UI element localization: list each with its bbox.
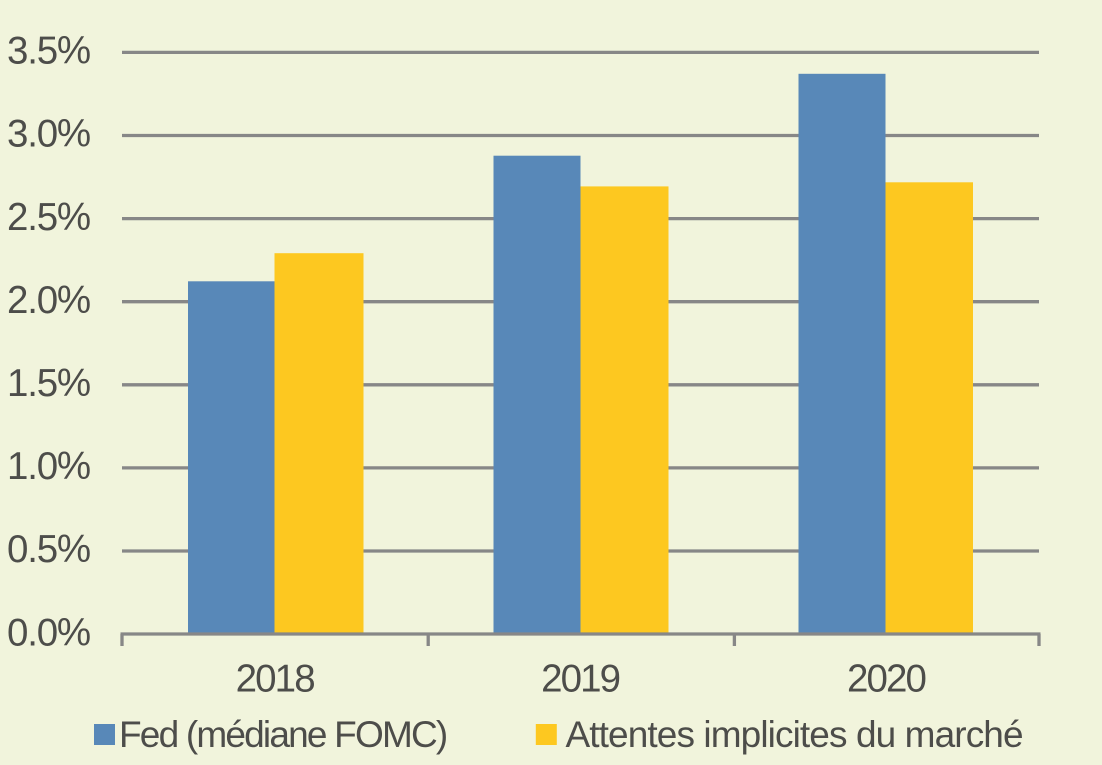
svg-text:1.5%: 1.5% [7,362,90,405]
svg-text:2.0%: 2.0% [7,279,90,322]
svg-text:0.0%: 0.0% [7,611,90,654]
svg-text:2.5%: 2.5% [7,196,90,239]
svg-text:2020: 2020 [847,658,926,701]
svg-text:2018: 2018 [236,658,315,701]
svg-text:3.5%: 3.5% [7,30,90,73]
svg-text:1.0%: 1.0% [7,445,90,488]
svg-text:2019: 2019 [541,658,620,701]
svg-text:3.0%: 3.0% [7,113,90,156]
svg-text:0.5%: 0.5% [7,528,90,571]
svg-text:Fed (médiane FOMC): Fed (médiane FOMC) [119,714,447,755]
svg-text:Attentes implicites du marché: Attentes implicites du marché [566,714,1023,755]
